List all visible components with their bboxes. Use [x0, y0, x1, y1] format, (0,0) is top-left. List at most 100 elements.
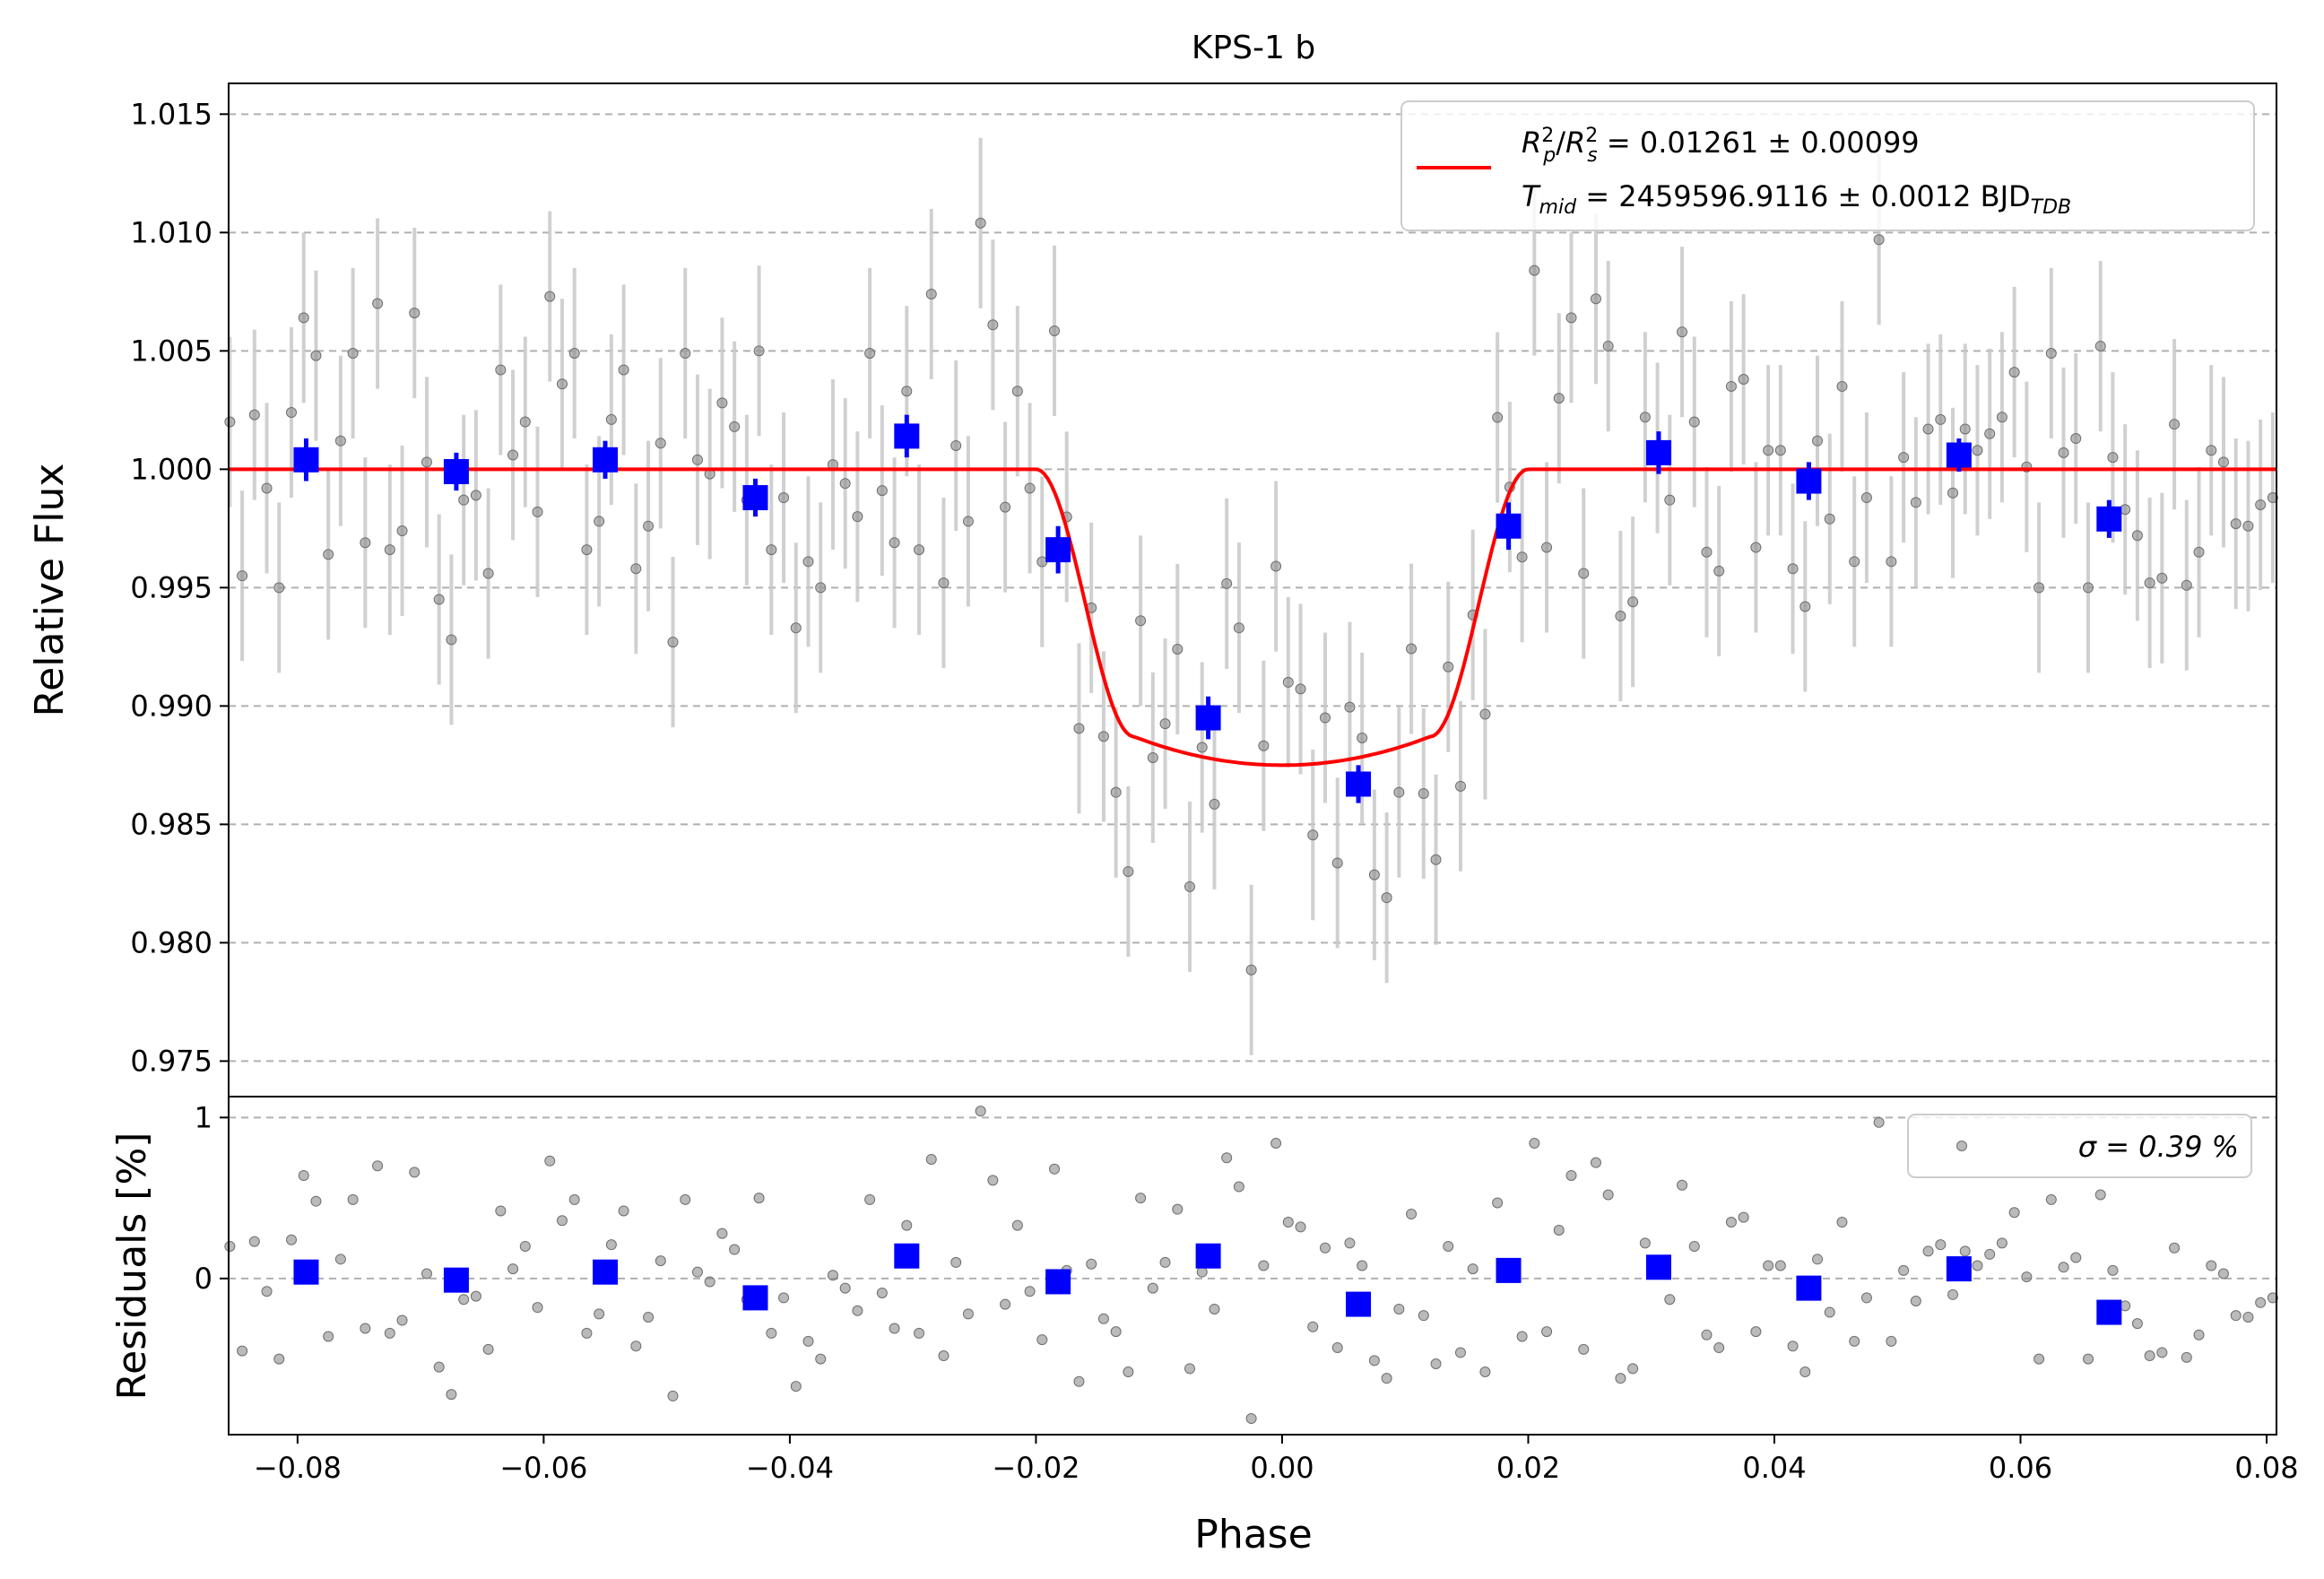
residual-point	[568, 1193, 580, 1205]
residual-point	[1935, 1239, 1947, 1251]
x-tick-label: 0.06	[1989, 1451, 2052, 1485]
residual-point	[1516, 1331, 1528, 1342]
residual-legend-marker	[1956, 1141, 1967, 1151]
residual-point	[1454, 1347, 1466, 1358]
x-tick-label: −0.02	[992, 1451, 1080, 1485]
binned-residual-point	[1045, 1269, 1071, 1295]
binned-residual-point	[1796, 1275, 1822, 1301]
residual-point	[618, 1205, 629, 1217]
raw-data-point	[1344, 701, 1356, 713]
raw-data-point	[1664, 494, 1676, 506]
raw-data-point	[2094, 341, 2106, 352]
binned-residual-point	[593, 1259, 619, 1285]
residual-point	[1344, 1237, 1356, 1249]
raw-data-point	[519, 416, 531, 428]
residual-point	[1123, 1366, 1134, 1377]
residual-point	[237, 1345, 248, 1357]
raw-data-point	[1245, 964, 1257, 976]
residual-point	[1307, 1321, 1319, 1332]
bottom-y-tick-label: 0	[195, 1262, 212, 1296]
residual-point	[1011, 1219, 1023, 1231]
residual-point	[421, 1268, 432, 1280]
raw-data-point	[2144, 577, 2155, 589]
raw-data-point	[2058, 447, 2069, 458]
residual-point	[1357, 1260, 1368, 1271]
raw-data-point	[360, 537, 371, 549]
raw-data-point	[568, 347, 580, 359]
residual-point	[2008, 1207, 2020, 1219]
residual-point	[1479, 1366, 1491, 1377]
raw-data-point	[618, 364, 629, 376]
residual-point	[1221, 1152, 1233, 1164]
binned-data-point	[1045, 537, 1071, 563]
residual-point	[2206, 1260, 2217, 1271]
raw-data-point	[901, 386, 913, 397]
binned-data-point	[443, 458, 469, 484]
residual-point	[1639, 1237, 1651, 1249]
raw-data-point	[470, 490, 481, 501]
raw-data-point	[655, 438, 666, 449]
raw-data-point	[1688, 416, 1700, 428]
residual-point	[1196, 1266, 1208, 1278]
raw-data-point	[2169, 419, 2181, 430]
raw-data-point	[1849, 556, 1860, 568]
residual-point	[1492, 1197, 1504, 1209]
axis-ticks: 0.975 0.980 0.985 0.990 0.995 1.000 1.005 1.010…	[130, 97, 2298, 1485]
x-tick-label: −0.04	[746, 1451, 834, 1485]
raw-data-point	[1454, 780, 1466, 792]
residual-point	[839, 1282, 851, 1294]
raw-data-point	[729, 421, 741, 432]
residual-point	[925, 1154, 937, 1166]
residual-point	[802, 1335, 814, 1347]
raw-data-point	[680, 347, 691, 359]
bottom-y-axis-label: Residuals [%]	[109, 1132, 155, 1401]
residual-point	[1701, 1329, 1713, 1340]
raw-data-point	[987, 319, 999, 331]
raw-data-point	[852, 511, 863, 523]
raw-data-point	[1873, 234, 1885, 246]
residual-point	[273, 1353, 285, 1365]
residual-point	[1319, 1242, 1331, 1254]
bottom-panel-plot	[224, 1106, 2278, 1425]
raw-data-point	[691, 454, 703, 465]
raw-data-point	[766, 544, 777, 556]
raw-data-point	[286, 406, 298, 418]
residual-point	[2267, 1292, 2278, 1304]
residual-point	[334, 1254, 346, 1265]
x-tick-label: 0.00	[1250, 1451, 1314, 1485]
residual-point	[1097, 1313, 1109, 1324]
raw-data-point	[1209, 798, 1220, 810]
raw-data-point	[1541, 542, 1553, 553]
residual-point	[643, 1311, 655, 1323]
raw-data-point	[1319, 712, 1331, 724]
raw-data-point	[1701, 546, 1713, 558]
raw-data-point	[248, 409, 260, 421]
residual-point	[1898, 1264, 1910, 1276]
top-y-tick-label: 1.005	[130, 334, 212, 368]
residual-point	[1406, 1209, 1418, 1220]
residual-point	[1541, 1326, 1553, 1338]
residual-point	[286, 1234, 298, 1245]
residual-point	[1393, 1303, 1405, 1314]
binned-residual-point	[1946, 1256, 1972, 1282]
binned-residual-point	[742, 1285, 768, 1311]
raw-data-point	[815, 582, 827, 594]
residual-point	[630, 1340, 642, 1352]
residual-point	[1590, 1157, 1601, 1168]
residual-point	[1172, 1203, 1184, 1215]
residual-point	[2255, 1297, 2267, 1308]
raw-data-point	[1787, 563, 1799, 575]
raw-data-point	[1479, 708, 1491, 720]
residual-point	[544, 1155, 556, 1167]
residual-point	[938, 1350, 950, 1362]
raw-data-point	[1406, 643, 1418, 655]
raw-data-point	[1123, 865, 1134, 877]
residual-point	[1159, 1256, 1171, 1268]
raw-data-point	[962, 516, 974, 527]
top-legend-box	[1400, 100, 2255, 231]
bottom-y-tick-label: 1	[195, 1100, 212, 1134]
transit-model-line	[229, 467, 2276, 768]
top-y-tick-label: 0.990	[130, 689, 212, 723]
raw-data-point	[1418, 788, 1429, 800]
raw-data-point	[2193, 546, 2205, 558]
